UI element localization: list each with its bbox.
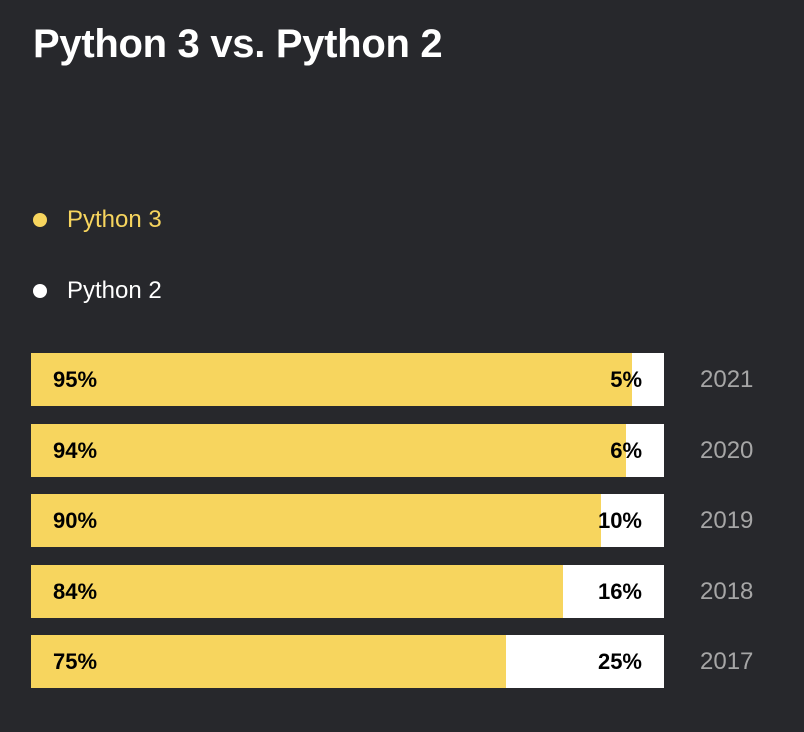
bar-python2-2021: 95% 5% [31, 353, 664, 406]
year-label-2019: 2019 [700, 507, 754, 534]
data-label-python2-2018: 16% [597, 578, 642, 604]
year-label-2018: 2018 [700, 577, 754, 605]
data-label-python2-2021: 5% [610, 367, 642, 392]
bar-row-2020: 94% 6% 2020 [31, 423, 791, 477]
legend-marker-python2 [33, 284, 47, 298]
legend-label-python2: Python 2 [67, 277, 162, 304]
chart-title: Python 3 vs. Python 2 [33, 22, 443, 66]
legend-label-python3: Python 3 [67, 206, 162, 233]
legend-item-python2: Python 2 [33, 277, 162, 305]
bar-python3-2017 [31, 635, 506, 688]
data-label-python3-2021: 95% [53, 367, 98, 392]
year-label-2021: 2021 [700, 366, 754, 393]
year-label-2017: 2017 [700, 648, 754, 675]
bar-python2-2020: 94% 6% [31, 423, 664, 477]
bar-python2-2019: 90% 10% [31, 494, 664, 547]
year-label-2020: 2020 [700, 436, 754, 464]
bar-row-2017: 75% 25% 2017 [31, 635, 791, 688]
data-label-python2-2017: 25% [597, 649, 642, 674]
bar-row-2019: 90% 10% 2019 [31, 494, 791, 547]
bar-python2-2017: 75% 25% [31, 635, 664, 688]
data-label-python2-2019: 10% [597, 508, 642, 533]
data-label-python3-2018: 84% [53, 578, 98, 604]
bar-row-2021: 95% 5% 2021 [31, 353, 791, 406]
bar-python3-2021 [31, 353, 632, 406]
data-label-python3-2017: 75% [53, 649, 98, 674]
data-label-python3-2020: 94% [53, 437, 98, 463]
bar-python3-2020 [31, 423, 626, 477]
data-label-python3-2019: 90% [53, 508, 98, 533]
data-label-python2-2020: 6% [610, 437, 642, 463]
bar-python3-2019 [31, 494, 601, 547]
bar-python2-2018: 84% 16% [31, 564, 664, 618]
bar-row-2018: 84% 16% 2018 [31, 564, 791, 618]
bar-python3-2018 [31, 564, 563, 618]
legend-marker-python3 [33, 213, 47, 227]
legend-item-python3: Python 3 [33, 206, 162, 234]
